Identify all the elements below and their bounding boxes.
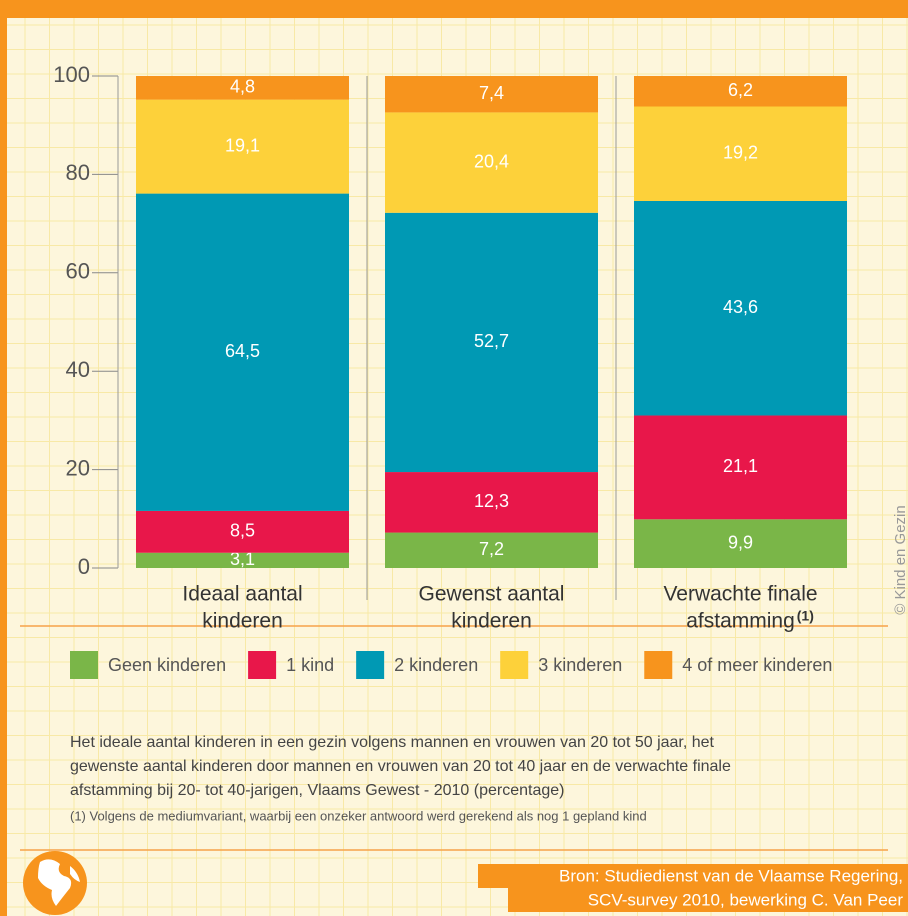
footnote: (1) Volgens de mediumvariant, waarbij ee… — [70, 808, 647, 823]
caption: afstamming bij 20- tot 40-jarigen, Vlaam… — [70, 782, 564, 799]
y-tick-label: 100 — [53, 62, 90, 87]
data-label: 9,9 — [728, 532, 753, 552]
source-bg — [478, 864, 908, 888]
bar-segment — [385, 212, 598, 473]
category-note: (1) — [797, 608, 814, 624]
data-label: 8,5 — [230, 521, 255, 541]
bar-segment — [385, 76, 598, 113]
y-tick-label: 20 — [66, 455, 90, 480]
x-tick-label: Ideaal aantal — [182, 583, 302, 606]
bar-segment — [385, 472, 598, 533]
data-label: 12,3 — [474, 491, 509, 511]
bar-segment — [634, 519, 847, 568]
x-tick-label: Verwachte finale — [663, 583, 817, 606]
data-label: 7,4 — [479, 83, 504, 103]
bar-segment — [634, 76, 847, 107]
copyright: © Kind en Gezin — [892, 505, 908, 614]
y-tick-label: 0 — [78, 554, 90, 579]
bar-segment — [136, 193, 349, 511]
bar-segment — [136, 99, 349, 194]
data-label: 52,7 — [474, 331, 509, 351]
data-label: 3,1 — [230, 549, 255, 569]
y-tick-label: 80 — [66, 160, 90, 185]
bar-segment — [136, 510, 349, 553]
data-label: 4,8 — [230, 77, 255, 97]
data-label: 19,1 — [225, 135, 260, 155]
bar-segment — [385, 532, 598, 568]
bar-segment — [136, 552, 349, 568]
data-label: 7,2 — [479, 539, 504, 559]
data-label: 20,4 — [474, 151, 509, 171]
bar-segment — [385, 112, 598, 213]
bar-segment — [634, 200, 847, 416]
bar-segment — [634, 106, 847, 201]
data-label: 43,6 — [723, 297, 758, 317]
legend-label: 1 kind — [286, 655, 334, 675]
data-label: 6,2 — [728, 80, 753, 100]
data-label: 21,1 — [723, 456, 758, 476]
source: SCV-survey 2010, bewerking C. Van Peer — [588, 890, 904, 909]
x-tick-label: kinderen — [202, 610, 283, 633]
x-tick-label: Gewenst aantal — [419, 583, 565, 606]
legend-swatch — [356, 651, 385, 679]
y-tick-label: 60 — [66, 259, 90, 284]
globe-icon — [23, 851, 87, 915]
legend-label: 3 kinderen — [538, 655, 622, 675]
legend-swatch — [644, 651, 673, 679]
x-tick-label: kinderen — [451, 610, 532, 633]
legend-swatch — [70, 651, 98, 679]
y-tick-label: 40 — [66, 357, 90, 382]
legend-label: 2 kinderen — [394, 655, 478, 675]
bar-segment — [634, 415, 847, 520]
legend-swatch — [500, 651, 529, 679]
caption: gewenste aantal kinderen door mannen en … — [70, 758, 731, 775]
legend-label: Geen kinderen — [108, 655, 226, 675]
left-band — [0, 0, 7, 916]
caption: Het ideale aantal kinderen in een gezin … — [70, 734, 715, 751]
source-bg — [508, 888, 908, 912]
x-tick-label: afstamming — [686, 610, 795, 633]
bar-segment — [136, 76, 349, 100]
legend-label: 4 of meer kinderen — [682, 655, 832, 675]
data-label: 19,2 — [723, 142, 758, 162]
top-band — [0, 0, 908, 18]
source: Bron: Studiedienst van de Vlaamse Regeri… — [559, 866, 903, 885]
data-label: 64,5 — [225, 341, 260, 361]
legend-swatch — [248, 651, 277, 679]
